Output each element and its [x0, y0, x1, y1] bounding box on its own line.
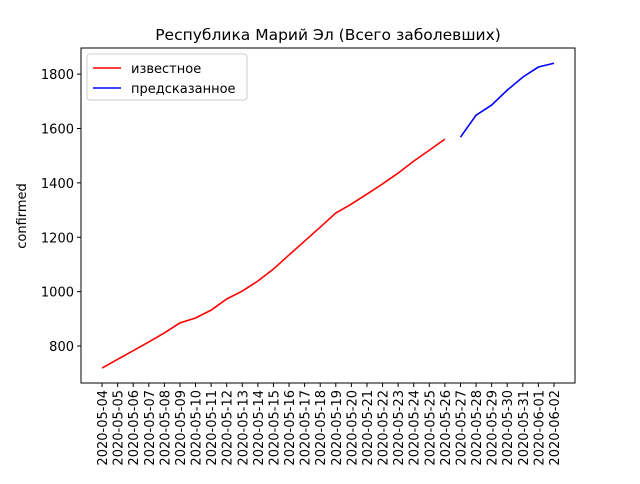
- x-tick-label: 2020-05-08: [158, 390, 173, 466]
- legend-label: предсказанное: [131, 82, 236, 97]
- x-tick-label: 2020-05-29: [486, 390, 501, 466]
- x-tick-label: 2020-05-15: [267, 390, 282, 466]
- x-tick-label: 2020-05-17: [299, 390, 314, 466]
- x-tick-label: 2020-05-20: [345, 390, 360, 466]
- x-tick-label: 2020-05-16: [283, 390, 298, 466]
- line-series: [101, 138, 446, 369]
- x-tick-label: 2020-05-04: [96, 390, 111, 466]
- x-tick-label: 2020-05-11: [205, 390, 220, 466]
- x-tick-label: 2020-05-05: [112, 390, 127, 466]
- x-tick-label: 2020-05-13: [236, 390, 251, 466]
- x-tick-label: 2020-05-18: [314, 390, 329, 466]
- y-tick-label: 1600: [41, 122, 74, 137]
- y-tick-label: 1400: [41, 177, 74, 192]
- y-tick-label: 800: [49, 340, 74, 355]
- x-tick-label: 2020-05-06: [127, 390, 142, 466]
- x-tick-label: 2020-05-19: [330, 390, 345, 466]
- y-tick-label: 1200: [41, 231, 74, 246]
- x-tick-label: 2020-05-27: [454, 390, 469, 466]
- x-tick-label: 2020-05-22: [377, 390, 392, 466]
- x-tick-label: 2020-05-14: [252, 390, 267, 466]
- y-tick-label: 1800: [41, 68, 74, 83]
- plot-frame: [80, 47, 576, 384]
- x-tick-label: 2020-06-02: [548, 390, 563, 466]
- x-tick-label: 2020-05-24: [408, 390, 423, 466]
- legend-label: известное: [131, 62, 201, 77]
- x-tick-label: 2020-05-30: [501, 390, 516, 466]
- y-axis-label: confirmed: [15, 183, 30, 249]
- x-tick-label: 2020-05-26: [439, 390, 454, 466]
- x-tick-label: 2020-05-10: [190, 390, 205, 466]
- y-tick-label: 1000: [41, 286, 74, 301]
- legend-box: [86, 53, 248, 101]
- x-tick-label: 2020-05-28: [470, 390, 485, 466]
- x-tick-label: 2020-05-23: [392, 390, 407, 466]
- x-tick-label: 2020-05-09: [174, 390, 189, 466]
- x-tick-label: 2020-05-25: [423, 390, 438, 466]
- x-tick-label: 2020-05-07: [143, 390, 158, 466]
- chart-title: Республика Марий Эл (Всего заболевших): [155, 26, 501, 44]
- x-tick-label: 2020-05-31: [517, 390, 532, 466]
- x-tick-label: 2020-05-21: [361, 390, 376, 466]
- x-tick-label: 2020-05-12: [221, 390, 236, 466]
- line-series: [459, 62, 555, 138]
- x-tick-label: 2020-06-01: [532, 390, 547, 466]
